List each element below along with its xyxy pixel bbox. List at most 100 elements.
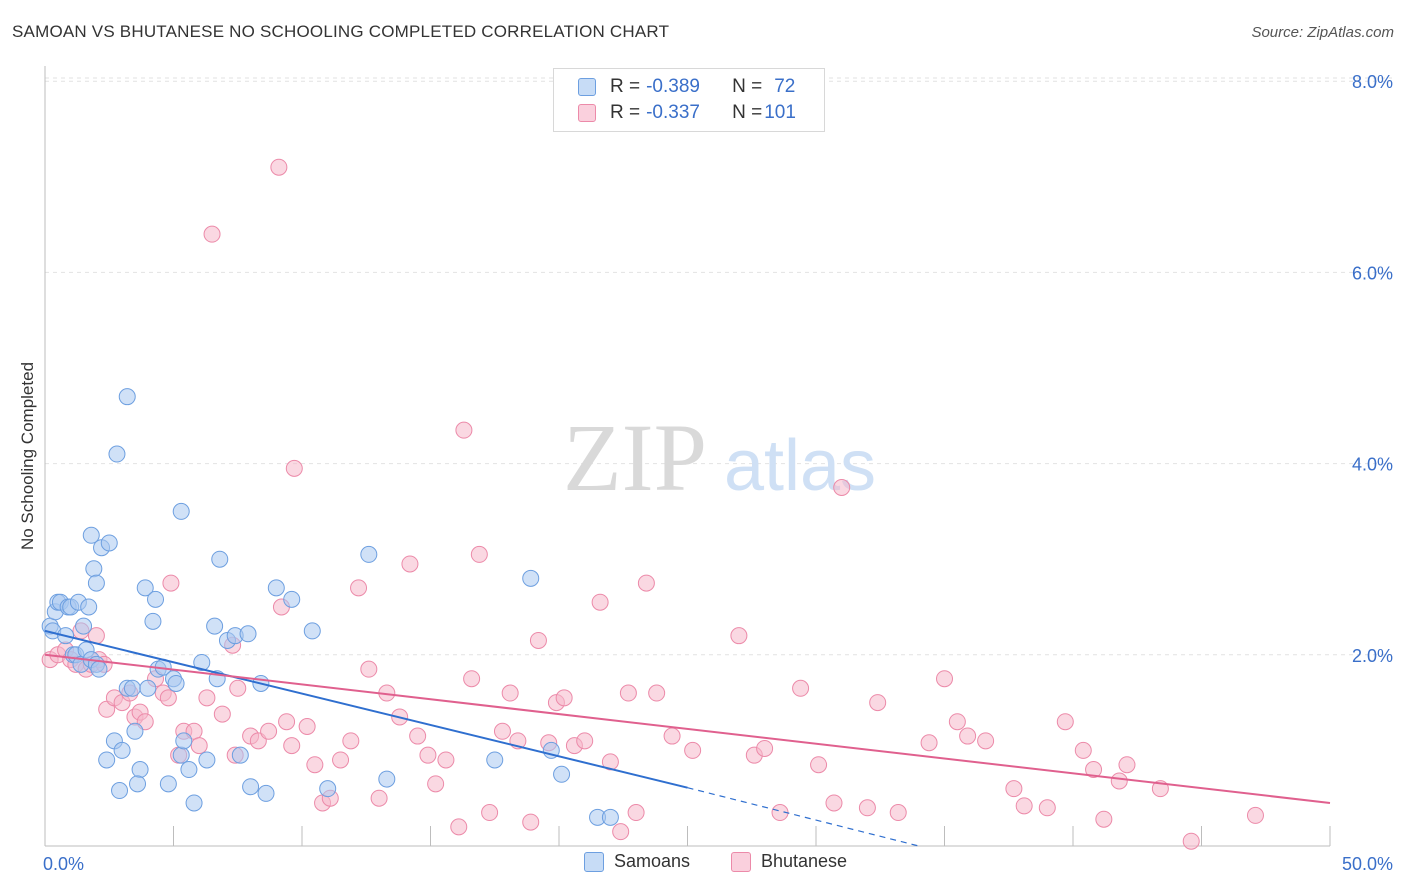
bhutanese-point: [229, 679, 247, 697]
samoans-point: [118, 388, 136, 406]
samoans-point: [522, 569, 540, 587]
samoans-point: [242, 778, 260, 796]
bhutanese-point: [1015, 797, 1033, 815]
bhutanese-point: [1074, 741, 1092, 759]
x-tick-label: 50.0%: [1342, 854, 1393, 874]
bhutanese-point: [481, 804, 499, 822]
bhutanese-point: [283, 737, 301, 755]
bhutanese-point: [493, 722, 511, 740]
bhutanese-point: [401, 555, 419, 573]
bhutanese-point: [260, 722, 278, 740]
samoans-point: [108, 445, 126, 463]
samoans-point: [159, 775, 177, 793]
bhutanese-point: [285, 459, 303, 477]
legend-r-value: -0.389: [646, 76, 700, 97]
bhutanese-swatch: [731, 851, 751, 872]
samoans-point: [129, 775, 147, 793]
bhutanese-trend-line: [44, 653, 1331, 804]
bhutanese-point: [162, 574, 180, 592]
bhutanese-point: [648, 684, 666, 702]
bhutanese-point: [612, 823, 630, 841]
bhutanese-point: [619, 684, 637, 702]
samoans-point: [180, 761, 198, 779]
bhutanese-point: [522, 813, 540, 831]
bhutanese-point: [342, 732, 360, 750]
bhutanese-point: [1085, 761, 1103, 779]
x-tick-label: 0.0%: [43, 854, 84, 874]
tick-labels: 2.0% 4.0% 6.0% 8.0% 0.0% 50.0%: [43, 72, 1393, 874]
legend-label-samoans: Samoans: [614, 851, 691, 871]
bhutanese-point: [213, 705, 231, 723]
bhutanese-point: [936, 670, 953, 688]
bhutanese-point: [419, 746, 437, 764]
samoans-point: [85, 560, 103, 578]
samoans-trend-extension: [687, 787, 919, 847]
bhutanese-point: [437, 751, 455, 769]
legend-label-bhutanese: Bhutanese: [761, 851, 848, 871]
gridlines: [45, 77, 1392, 656]
samoans-point: [172, 746, 190, 764]
samoans-points: [41, 388, 619, 826]
bhutanese-point: [159, 689, 177, 707]
samoans-point: [231, 746, 249, 764]
bhutanese-point: [470, 545, 488, 563]
bhutanese-point: [1056, 713, 1074, 731]
samoans-point: [147, 590, 165, 608]
samoans-point: [131, 761, 149, 779]
samoans-point: [80, 598, 98, 616]
samoans-point: [111, 782, 129, 800]
y-tick-label: 8.0%: [1352, 72, 1393, 92]
samoans-point: [486, 751, 504, 769]
samoans-point: [139, 679, 157, 697]
samoans-point: [87, 574, 105, 592]
bhutanese-point: [1095, 810, 1113, 828]
bhutanese-point: [959, 727, 977, 745]
samoans-point: [185, 794, 203, 812]
bhutanese-point: [306, 756, 324, 774]
legend-n-value: 72: [774, 76, 796, 97]
bhutanese-point: [920, 734, 938, 752]
bhutanese-point: [332, 751, 350, 769]
trend-lines: [44, 629, 1331, 847]
samoans-point: [175, 732, 193, 750]
samoans-point: [601, 808, 619, 826]
bhutanese-point: [663, 727, 681, 745]
y-tick-label: 4.0%: [1352, 455, 1393, 475]
chart-title: SAMOAN VS BHUTANESE NO SCHOOLING COMPLET…: [12, 22, 670, 41]
samoans-trend-line: [44, 629, 688, 789]
legend-n-value: 101: [764, 102, 796, 123]
bhutanese-point: [730, 627, 748, 645]
source-label: Source: ZipAtlas.com: [1251, 24, 1394, 41]
samoans-point: [100, 534, 118, 552]
bhutanese-point: [1182, 832, 1200, 850]
watermark-zip: ZIP: [563, 404, 707, 511]
legend-r-label: R =: [610, 76, 641, 97]
samoans-point: [98, 751, 116, 769]
legend-r-value: -0.337: [646, 102, 700, 123]
bhutanese-point: [529, 631, 547, 649]
bhutanese-point: [450, 818, 468, 836]
bhutanese-point: [298, 718, 316, 735]
bhutanese-point: [455, 421, 473, 439]
bhutanese-point: [501, 684, 519, 702]
bhutanese-point: [270, 158, 288, 176]
samoans-point: [82, 526, 100, 544]
samoans-point: [144, 612, 162, 630]
bhutanese-point: [1246, 806, 1264, 824]
samoans-point: [193, 653, 211, 671]
bhutanese-point: [370, 789, 388, 807]
y-tick-label: 6.0%: [1352, 263, 1393, 283]
samoans-point: [211, 550, 229, 568]
legend-item-bhutanese: Bhutanese: [731, 851, 847, 872]
bhutanese-point: [977, 732, 995, 750]
legend-row-bhutanese: R = -0.337 N = 101: [578, 101, 796, 125]
stats-legend: R = -0.389 N = 72 R = -0.337 N = 101: [553, 68, 825, 132]
bhutanese-point: [555, 689, 573, 707]
samoans-point: [126, 722, 144, 740]
bhutanese-point: [278, 713, 296, 731]
samoans-point: [378, 770, 396, 788]
y-tick-label: 2.0%: [1352, 646, 1393, 666]
bhutanese-point: [637, 574, 655, 592]
samoans-point: [553, 765, 571, 783]
bhutanese-point: [203, 225, 221, 243]
